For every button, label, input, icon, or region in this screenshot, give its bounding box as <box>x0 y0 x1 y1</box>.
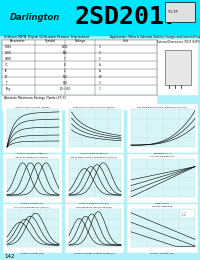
Bar <box>165 50 191 85</box>
Text: 2: 2 <box>64 69 66 73</box>
Bar <box>3 104 61 152</box>
Text: Collector Current (mA): Collector Current (mA) <box>20 203 44 205</box>
Text: hfe Freq. Sweeping: hfe Freq. Sweeping <box>152 206 172 207</box>
Text: Unit: Unit <box>123 39 129 43</box>
Text: 100: 100 <box>63 75 67 79</box>
Text: VEBO: VEBO <box>5 57 12 61</box>
Text: 900: 900 <box>63 51 67 55</box>
Text: 2SD2017: 2SD2017 <box>75 5 180 29</box>
Bar <box>7 209 59 247</box>
Bar <box>2 96 157 110</box>
Bar <box>131 209 195 247</box>
Text: Tj: Tj <box>5 81 7 85</box>
Bar <box>127 104 197 152</box>
Bar <box>69 109 121 147</box>
Text: Temperature (°C): Temperature (°C) <box>153 153 171 154</box>
Text: PC: PC <box>5 75 8 79</box>
Bar <box>131 109 195 147</box>
Bar <box>69 159 121 197</box>
Text: Applications: Motor & Solenoid, Battery Charger and General Purpose: Applications: Motor & Solenoid, Battery … <box>110 35 200 39</box>
Text: 1500: 1500 <box>62 45 68 49</box>
Text: Collector-Base Current (mA): Collector-Base Current (mA) <box>79 203 109 205</box>
Text: VCBO: VCBO <box>5 45 12 49</box>
Text: 142: 142 <box>4 254 14 259</box>
Text: V: V <box>99 57 101 61</box>
Text: Silicon NPN Triple Diffused Planar Transistor: Silicon NPN Triple Diffused Planar Trans… <box>4 35 90 39</box>
Bar <box>165 2 195 22</box>
Text: Collector Current (mA): Collector Current (mA) <box>20 253 44 255</box>
Text: 8: 8 <box>64 63 66 67</box>
Text: Iout-fh Temperature Characteristics (Typical): Iout-fh Temperature Characteristics (Typ… <box>70 156 118 158</box>
Text: -55~150: -55~150 <box>60 87 70 91</box>
Text: Parameter: Parameter <box>10 39 26 43</box>
Text: 7: 7 <box>64 57 66 61</box>
Text: °C: °C <box>98 87 102 91</box>
Bar <box>127 204 197 252</box>
Text: Absolute Maximum Ratings (Tamb=25°C): Absolute Maximum Ratings (Tamb=25°C) <box>4 96 66 100</box>
Text: IC: IC <box>5 63 8 67</box>
Text: Iout-Base Temperature Characteristics (Typical): Iout-Base Temperature Characteristics (T… <box>137 106 187 108</box>
Text: V: V <box>99 51 101 55</box>
Text: Ic=1A
Ic=2A
Ic=4A: Ic=1A Ic=2A Ic=4A <box>182 212 187 216</box>
Text: hFE-Iout Characteristics: hFE-Iout Characteristics <box>149 156 175 157</box>
Text: Iout-Vce Characteristics (Typical): Iout-Vce Characteristics (Typical) <box>15 106 49 108</box>
Bar <box>158 40 198 95</box>
Text: A: A <box>99 63 101 67</box>
Text: Symbol: Symbol <box>44 39 56 43</box>
Bar <box>65 104 123 152</box>
Text: IB: IB <box>5 69 8 73</box>
Text: hFE-Iout Characteristics (Typical): hFE-Iout Characteristics (Typical) <box>14 206 50 208</box>
Bar <box>3 204 61 252</box>
Text: Darlington: Darlington <box>10 12 60 22</box>
Text: V: V <box>99 45 101 49</box>
Text: ⊓: ⊓ <box>172 7 178 13</box>
Text: Collector-Base Voltage (V): Collector-Base Voltage (V) <box>80 153 108 154</box>
Text: Base Current: Base Current <box>155 203 169 204</box>
Text: Ratings: Ratings <box>74 39 86 43</box>
Text: Collector-Emitter Voltage (V): Collector-Emitter Voltage (V) <box>17 153 47 154</box>
Text: °C: °C <box>98 81 102 85</box>
Text: Iout-fh Characteristics (Typical): Iout-fh Characteristics (Typical) <box>15 156 49 158</box>
Bar <box>65 204 123 252</box>
Bar <box>3 154 61 202</box>
Bar <box>181 210 194 217</box>
Bar <box>2 40 157 95</box>
Text: Safe Operating Area (Surge Pulse): Safe Operating Area (Surge Pulse) <box>76 206 112 208</box>
Text: 150: 150 <box>63 81 67 85</box>
Bar <box>7 109 59 147</box>
Text: Collector Current (mA): Collector Current (mA) <box>150 253 174 255</box>
Text: TO-3P: TO-3P <box>167 10 178 14</box>
Text: A: A <box>99 69 101 73</box>
Text: Tstg: Tstg <box>5 87 10 91</box>
Text: Collector Current Collector Voltage (V): Collector Current Collector Voltage (V) <box>74 253 114 255</box>
Bar <box>69 209 121 247</box>
Bar <box>7 159 59 197</box>
Text: Power(Vc)-Iout Characteristics (Typical): Power(Vc)-Iout Characteristics (Typical) <box>73 106 115 108</box>
Bar <box>131 159 195 197</box>
Bar <box>127 154 197 202</box>
Bar <box>65 154 123 202</box>
Bar <box>0 0 200 35</box>
Text: ⬜: ⬜ <box>174 53 182 67</box>
Text: VCEO: VCEO <box>5 51 12 55</box>
Text: W: W <box>99 75 101 79</box>
Text: External Dimensions (TO3P (S2P)): External Dimensions (TO3P (S2P)) <box>157 40 199 44</box>
